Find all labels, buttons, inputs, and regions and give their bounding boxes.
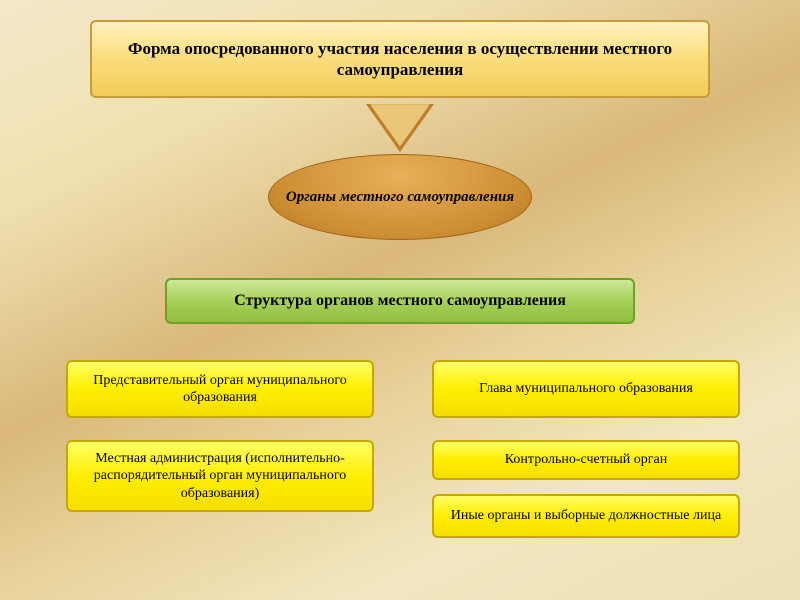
item-other-bodies: Иные органы и выборные должностные лица [432, 494, 740, 538]
ellipse-organs: Органы местного самоуправления [268, 154, 532, 240]
item-representative-body: Представительный орган муниципального об… [66, 360, 374, 418]
item-head-municipality: Глава муниципального образования [432, 360, 740, 418]
title-box: Форма опосредованного участия населения … [90, 20, 710, 98]
down-arrow-icon [366, 104, 434, 152]
structure-title-box: Структура органов местного самоуправлени… [165, 278, 635, 324]
item-control-body: Контрольно-счетный орган [432, 440, 740, 480]
item-local-administration: Местная администрация (исполнительно-рас… [66, 440, 374, 512]
